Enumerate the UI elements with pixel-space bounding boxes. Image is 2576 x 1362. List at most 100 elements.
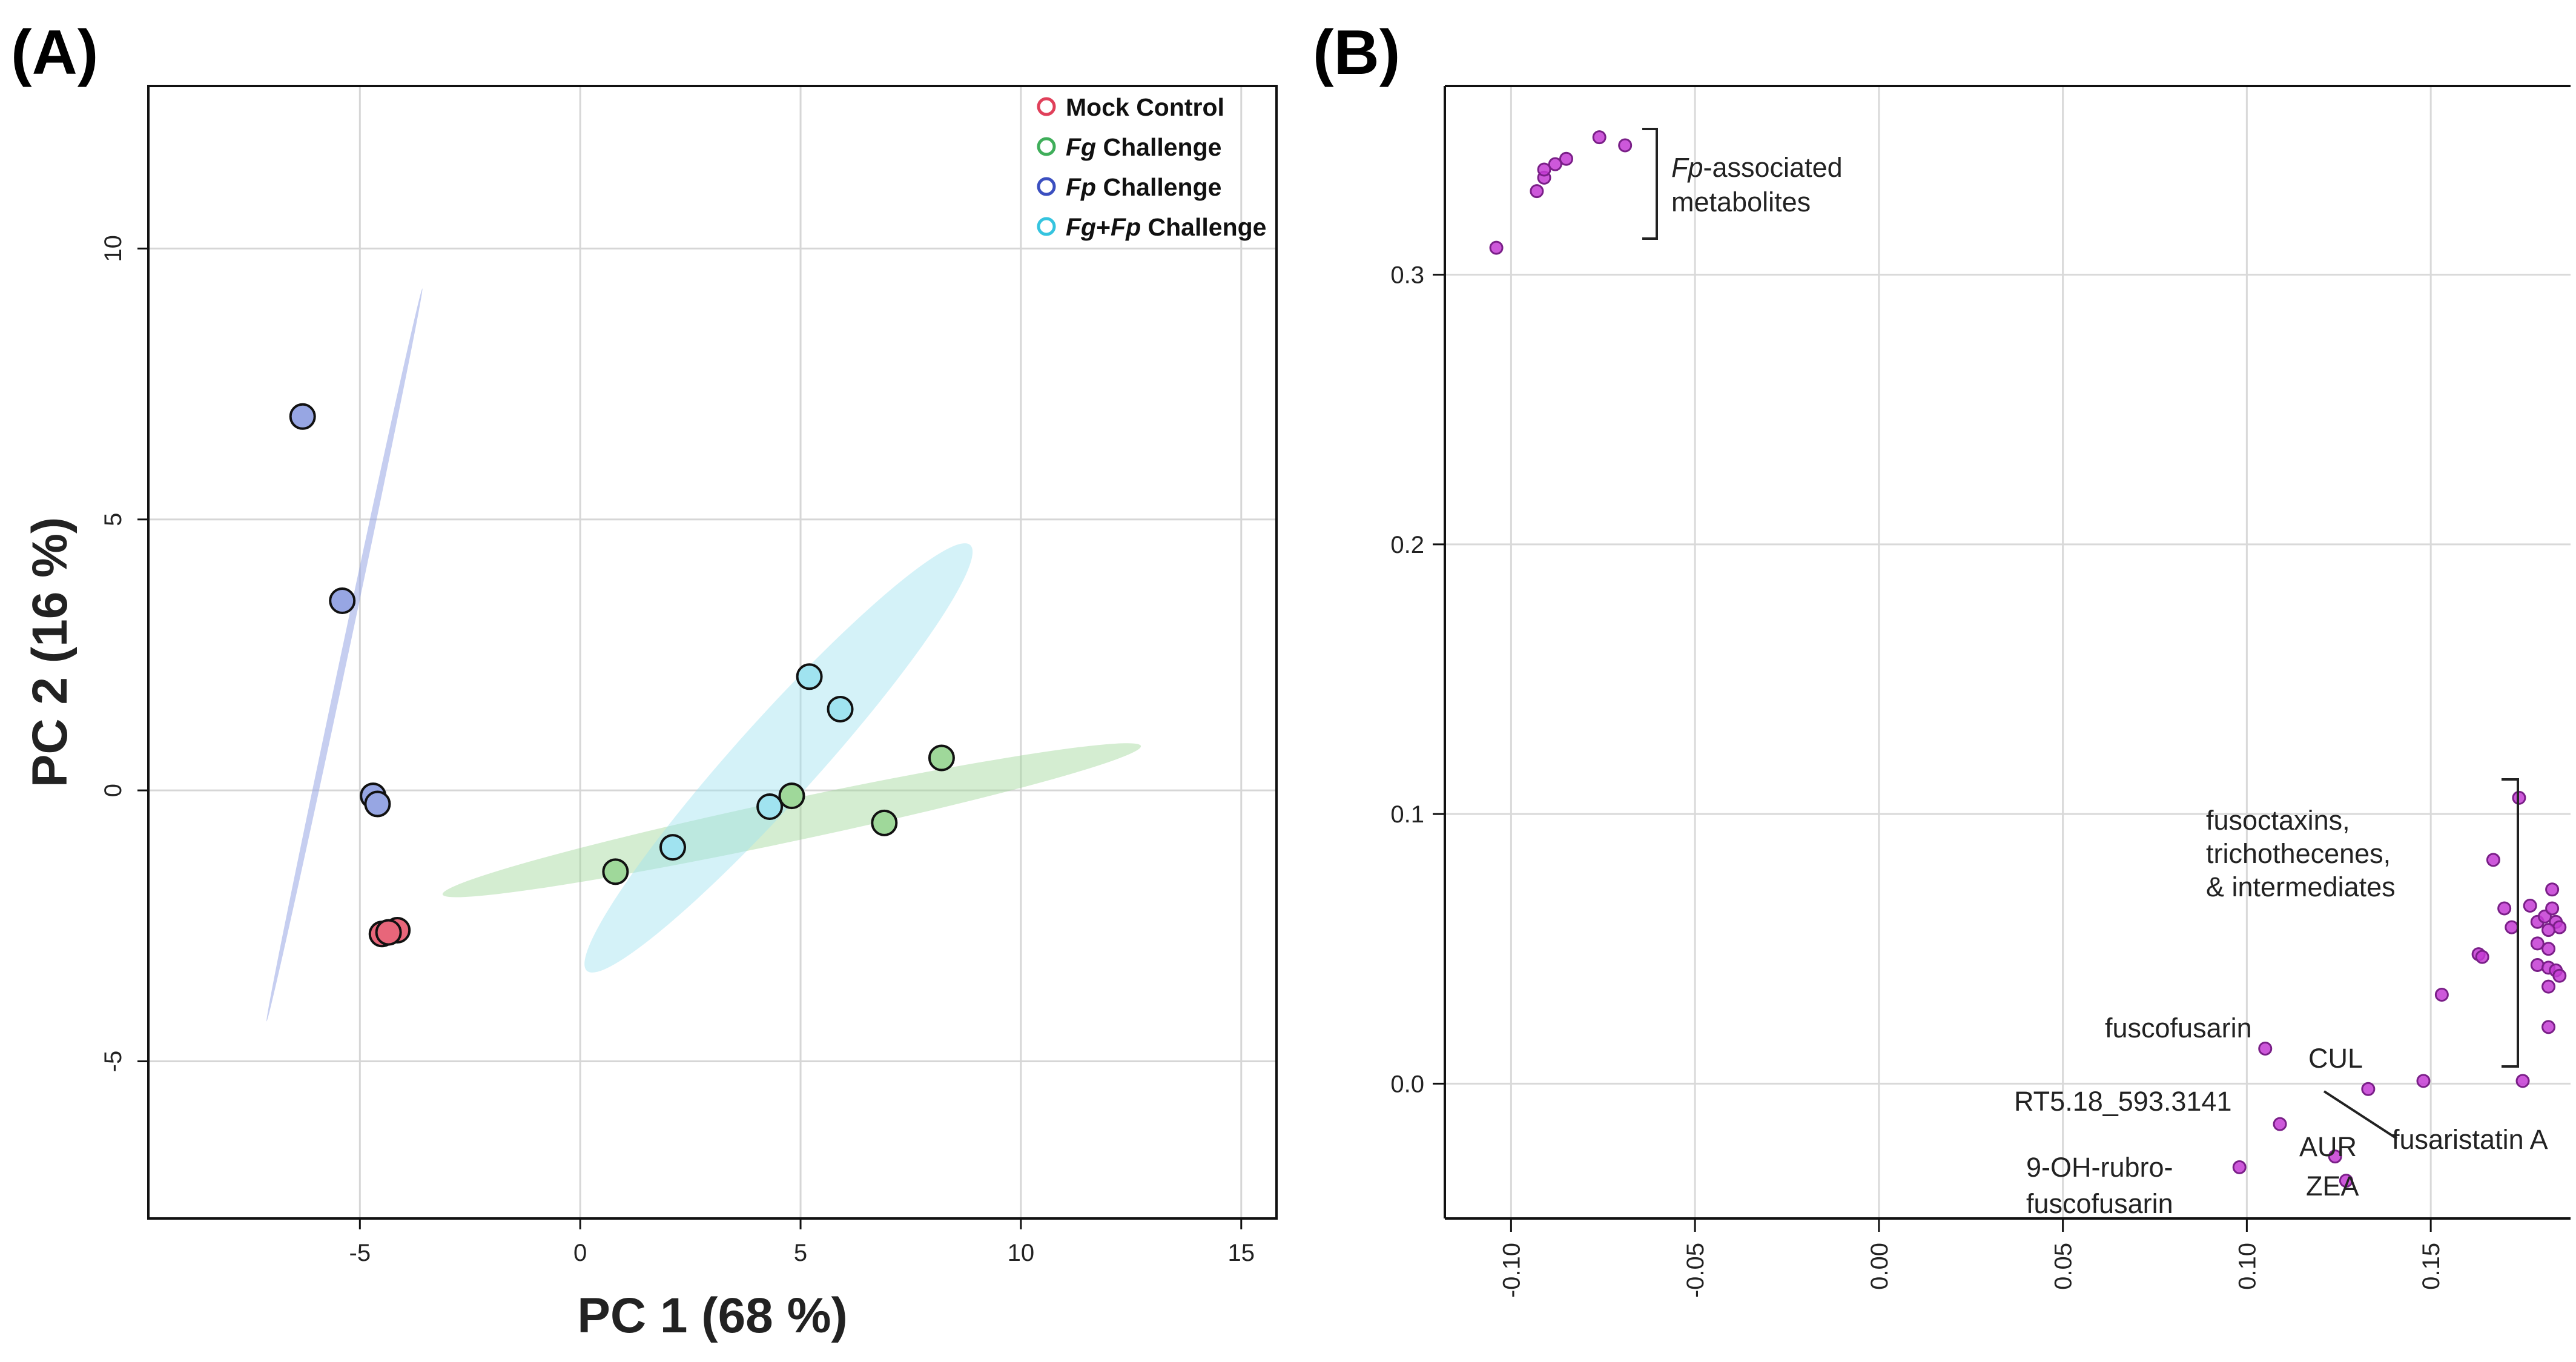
loading-point	[2530, 957, 2545, 972]
annotation-fusaristatin-a: fusaristatin A	[2392, 1124, 2548, 1155]
loading-x-tick-label: -0.10	[1498, 1243, 1525, 1298]
loading-point	[2486, 853, 2500, 867]
pca-ellipse-series-3	[584, 543, 973, 973]
pca-point	[659, 834, 687, 861]
legend-entry-part: Challenge	[1096, 133, 1221, 161]
legend-entry: Fg Challenge	[1066, 133, 1221, 161]
loading-point	[1618, 138, 1633, 153]
annotation-fp-italic: Fp	[1671, 152, 1703, 183]
loading-point	[2541, 979, 2556, 994]
loading-point	[2552, 968, 2567, 983]
legend-entry: Fp Challenge	[1066, 173, 1221, 201]
pca-point	[827, 695, 854, 722]
loading-y-tick-label: 0.0	[1390, 1071, 1424, 1097]
pca-grid	[148, 86, 1276, 1218]
pca-x-tick-label: 0	[573, 1240, 587, 1266]
panel-label-a: (A)	[11, 18, 98, 88]
loading-point	[2361, 1082, 2376, 1096]
loading-x-tick-label: 0.15	[2418, 1243, 2445, 1290]
loading-x-tick-label: 0.10	[2234, 1243, 2261, 1290]
pca-y-tick-label: 10	[100, 235, 127, 262]
pca-plot-frame	[147, 85, 1278, 1220]
pca-x-tick-label: 5	[794, 1240, 807, 1266]
loading-point	[2505, 920, 2519, 934]
annotation-aur: AUR	[2299, 1131, 2357, 1162]
loading-point	[2523, 899, 2537, 913]
loading-point	[1530, 184, 1544, 199]
legend-marker	[1037, 137, 1056, 156]
bracket-fp-associated	[1642, 128, 1658, 240]
pca-ticks: -5 0 5 10 15 -5 0 5 10	[100, 235, 1255, 1266]
pca-point	[756, 793, 784, 820]
pca-y-tick-label: 5	[100, 513, 127, 526]
loading-point	[2541, 923, 2556, 937]
loading-point	[2232, 1160, 2247, 1174]
loading-x-tick-label: -0.05	[1682, 1243, 1709, 1298]
pca-y-tick-label: 0	[100, 784, 127, 797]
pca-point	[329, 587, 356, 614]
loading-point	[1537, 162, 1551, 177]
pca-x-tick-label: 10	[1008, 1240, 1035, 1266]
legend-entry-part: Mock Control	[1066, 93, 1224, 121]
annotation-fp-rest: -associated	[1703, 152, 1843, 183]
pca-x-tick-label: -5	[349, 1240, 371, 1266]
annotation-fuscofusarin: fuscofusarin	[2105, 1013, 2252, 1043]
loading-point	[2497, 901, 2512, 916]
annotation-fp-associated: Fp-associated	[1671, 152, 1843, 183]
loading-point	[2530, 936, 2545, 951]
pca-y-tick-label: -5	[100, 1051, 127, 1073]
loading-point	[2339, 1174, 2353, 1188]
loading-annotation-lines	[1642, 128, 2519, 1140]
annotation-zea: ZEA	[2306, 1171, 2359, 1202]
pca-x-axis-title: PC 1 (68 %)	[577, 1288, 848, 1343]
loading-y-tick-label: 0.1	[1390, 801, 1424, 828]
legend-entry-part: Fp	[1111, 213, 1141, 241]
legend-entry-part: Fp	[1066, 173, 1096, 201]
loading-x-tick-label: 0.00	[1866, 1243, 1893, 1290]
loading-point	[2515, 1074, 2530, 1088]
loading-point	[2552, 920, 2567, 934]
annotation-fusoctaxins: fusoctaxins,	[2206, 805, 2350, 836]
loading-point	[2416, 1074, 2431, 1088]
bracket-fusoctaxins	[2502, 778, 2519, 1068]
loading-point	[1592, 130, 1607, 145]
pca-point	[289, 403, 316, 430]
pca-point	[364, 790, 391, 818]
loading-points	[1489, 130, 2567, 1188]
legend-marker	[1037, 97, 1056, 116]
annotation-9-oh-rubro: 9-OH-rubro-	[2026, 1152, 2173, 1183]
legend-entry-part: Fg	[1066, 133, 1096, 161]
legend-entry: Mock Control	[1066, 93, 1224, 121]
legend-entry-part: Fg	[1066, 213, 1096, 241]
loading-point	[2434, 987, 2449, 1002]
loading-point	[2273, 1117, 2287, 1131]
legend-marker	[1037, 177, 1056, 196]
panel-label-b: (B)	[1313, 18, 1400, 88]
loading-point	[1489, 240, 1504, 255]
annotation-cul: CUL	[2308, 1043, 2363, 1074]
loading-point	[2475, 950, 2489, 964]
loading-y-tick-label: 0.2	[1390, 532, 1424, 558]
loading-plot: -0.10 -0.05 0.00 0.05 0.10 0.15 0.0 0.1 0.2 0.3 F…	[1390, 85, 2571, 1298]
loading-point	[2258, 1042, 2273, 1056]
pca-point	[796, 663, 823, 690]
annotation-trichothecenes: trichothecenes,	[2206, 838, 2391, 869]
legend-entry-part: +	[1096, 213, 1111, 241]
loading-y-tick-label: 0.3	[1390, 262, 1424, 289]
pca-points	[289, 403, 955, 948]
pca-ellipses	[266, 288, 1141, 1022]
loading-point	[2541, 942, 2556, 956]
loading-point	[2545, 901, 2560, 916]
leader-fusaristatin-a	[2323, 1090, 2398, 1140]
loading-point	[1548, 157, 1562, 171]
annotation-fuscofusarin-2: fuscofusarin	[2026, 1188, 2173, 1219]
annotation-rt518: RT5.18_593.3141	[2014, 1086, 2231, 1117]
legend-marker	[1037, 217, 1056, 236]
legend-entry-part: Challenge	[1096, 173, 1221, 201]
loading-point	[2328, 1149, 2342, 1164]
pca-y-axis-title: PC 2 (16 %)	[22, 517, 78, 788]
loading-axes	[1444, 85, 2571, 1220]
